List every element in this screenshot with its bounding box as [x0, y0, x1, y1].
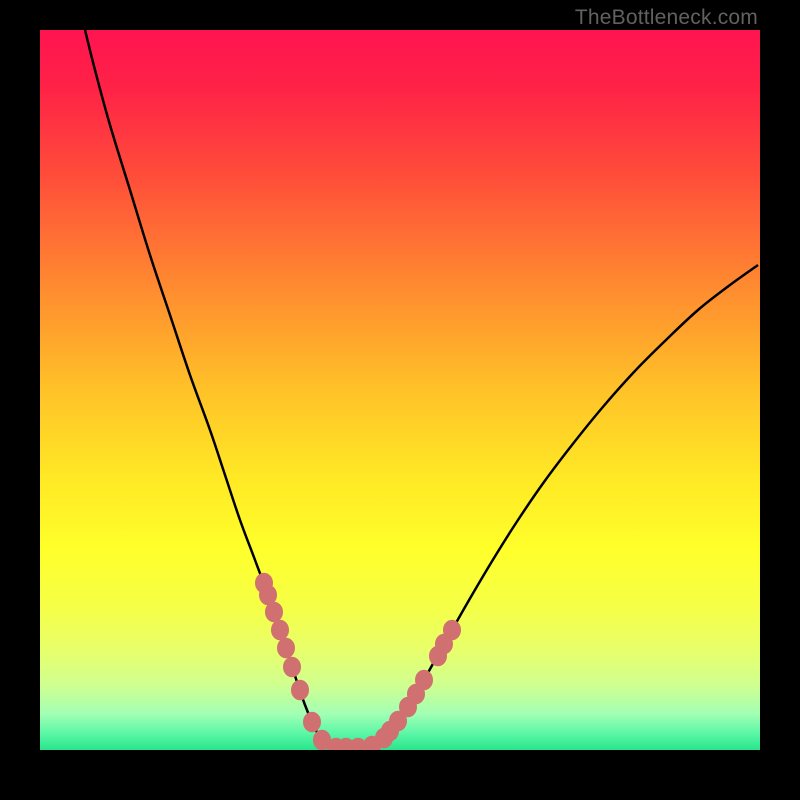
plot-area: [40, 30, 760, 750]
chart-overlay: [40, 30, 760, 750]
data-marker: [304, 712, 321, 732]
chart-container: TheBottleneck.com: [0, 0, 800, 800]
data-marker: [278, 638, 295, 658]
data-markers: [256, 573, 461, 750]
data-marker: [272, 620, 289, 640]
data-marker: [444, 620, 461, 640]
watermark-text: TheBottleneck.com: [575, 6, 758, 30]
data-marker: [266, 602, 283, 622]
left-curve: [85, 30, 338, 748]
data-marker: [292, 680, 309, 700]
data-marker: [416, 670, 433, 690]
data-marker: [284, 657, 301, 677]
